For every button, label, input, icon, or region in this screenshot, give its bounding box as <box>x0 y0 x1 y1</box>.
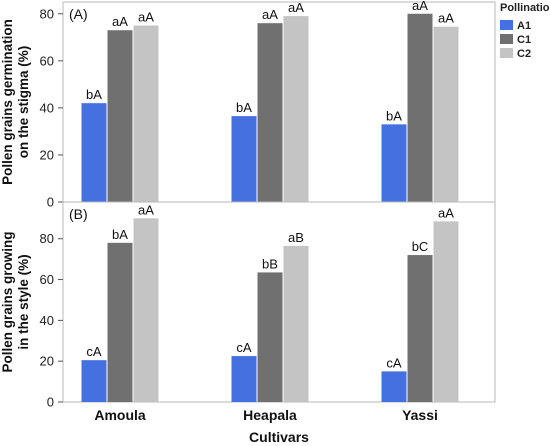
y-tick-label: 20 <box>40 354 54 369</box>
bar-c2 <box>133 218 159 402</box>
bar-a1 <box>381 371 407 402</box>
bar-a1 <box>81 103 107 202</box>
bar-c1 <box>257 272 283 402</box>
data-label: bA <box>386 108 402 123</box>
panel-label: (A) <box>69 6 88 22</box>
y-axis-title-line: Pollen grains germination <box>0 19 15 185</box>
x-tick-label: Yassi <box>402 407 438 423</box>
legend-label: C2 <box>517 48 531 60</box>
legend-title: Pollination <box>500 2 550 14</box>
data-label: bC <box>412 239 429 254</box>
data-label: aA <box>138 10 154 25</box>
bar-c2 <box>283 245 309 402</box>
data-label: bB <box>262 256 278 271</box>
bar-c1 <box>407 13 433 202</box>
x-axis-title: Cultivars <box>249 429 309 445</box>
y-tick-label: 60 <box>40 53 54 68</box>
data-label: aA <box>412 0 428 13</box>
y-tick-label: 40 <box>40 100 54 115</box>
data-label: aA <box>438 11 454 26</box>
legend-label: A1 <box>517 20 531 32</box>
data-label: cA <box>86 344 102 359</box>
bar-a1 <box>231 356 257 402</box>
data-label: aA <box>288 0 304 15</box>
bar-c1 <box>257 23 283 203</box>
y-axis-title-line: on the stigma (%) <box>16 46 31 159</box>
x-tick-label: Heapala <box>243 407 297 423</box>
data-label: aA <box>438 205 454 220</box>
data-label: aA <box>112 14 128 29</box>
y-axis-title-line: in the style (%) <box>16 254 31 349</box>
data-label: bA <box>86 87 102 102</box>
bar-c2 <box>283 16 309 203</box>
bar-c2 <box>433 26 459 202</box>
bar-a1 <box>231 116 257 202</box>
y-tick-label: 0 <box>47 195 54 210</box>
y-tick-label: 60 <box>40 272 54 287</box>
bar-c2 <box>433 221 459 402</box>
bar-c1 <box>107 30 133 203</box>
y-tick-label: 40 <box>40 313 54 328</box>
bar-c2 <box>133 25 159 202</box>
bar-a1 <box>381 124 407 202</box>
y-tick-label: 80 <box>40 231 54 246</box>
data-label: cA <box>236 340 252 355</box>
data-label: aB <box>288 230 304 245</box>
bar-c1 <box>107 242 133 402</box>
y-axis-title-line: Pollen grains growing <box>0 231 15 372</box>
legend-label: C1 <box>517 34 531 46</box>
y-tick-label: 80 <box>40 6 54 21</box>
data-label: bA <box>112 227 128 242</box>
legend-swatch <box>500 20 513 30</box>
data-label: aA <box>138 202 154 217</box>
panel-label: (B) <box>69 206 88 222</box>
data-label: bA <box>236 100 252 115</box>
data-label: cA <box>386 355 402 370</box>
x-tick-label: Amoula <box>94 407 146 423</box>
bar-c1 <box>407 255 433 402</box>
y-tick-label: 20 <box>40 147 54 162</box>
y-tick-label: 0 <box>47 395 54 410</box>
bar-a1 <box>81 360 107 402</box>
data-label: aA <box>262 7 278 22</box>
legend-swatch <box>500 34 513 44</box>
legend-swatch <box>500 48 513 58</box>
